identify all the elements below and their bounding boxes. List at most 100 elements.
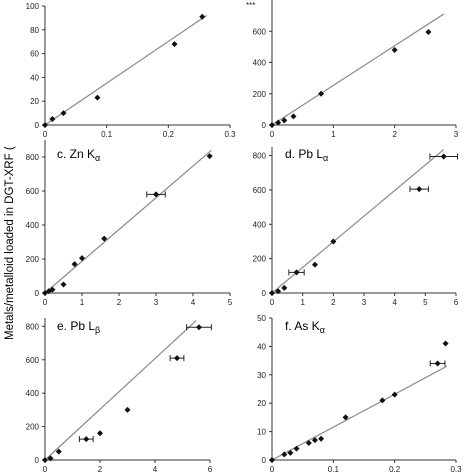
data-point [305,439,312,446]
y-tick-label: 800 [26,153,40,162]
data-point [442,340,449,347]
data-point [97,430,103,437]
y-tick-label: 800 [26,322,40,331]
data-point [440,153,447,160]
x-tick-label: 6 [208,465,213,474]
y-tick-label: 400 [253,220,267,229]
data-point [293,445,300,452]
y-tick-label: 600 [26,187,40,196]
y-tick-label: 10 [257,428,266,437]
panel-title-text: c. Zn K [57,147,95,161]
x-tick-label: 4 [153,465,158,474]
data-point [196,324,202,331]
data-point [101,235,108,242]
x-tick-label: 5 [228,298,233,307]
x-tick-label: 0 [43,465,48,474]
y-tick-label: 0 [262,456,267,465]
data-point [379,397,386,404]
fit-line [271,365,448,461]
data-point [425,29,432,36]
x-tick-label: 3 [454,130,459,139]
x-tick-label: 4 [392,298,397,307]
fit-line [44,15,207,126]
x-tick-label: 0 [270,465,275,474]
y-tick-label: 400 [26,389,40,398]
y-axis-label: Metals/metalloid loaded in DGT-XRF ( [4,146,16,340]
fit-line [44,149,212,294]
data-point [83,436,90,443]
y-tick-label: 200 [253,255,267,264]
data-point [434,360,441,367]
y-tick-label: 100 [26,2,40,11]
panel-title-subscript: α [323,153,328,163]
x-tick-label: 0.2 [163,130,175,139]
x-tick-label: 0 [270,130,275,139]
panel-title: d. Pb Lα [285,147,328,163]
panel-b-top-label: *** [246,1,255,10]
fit-line [271,149,445,294]
panel-title: e. Pb Lβ [57,319,100,335]
y-tick-label: 20 [30,97,39,106]
panel-e: 0 2 4 6 0 200 400 600 800 e. Pb Lβ [26,318,213,474]
y-tick-label: 0 [35,456,40,465]
data-point [47,455,54,462]
x-tick-label: 0.3 [224,130,236,139]
panel-title: c. Zn Kα [57,147,100,163]
y-tick-label: 0 [35,121,40,130]
panel-f: 0 0.1 0.2 0.3 0 10 20 30 40 50 f. As Kα [257,314,462,474]
y-tick-label: 40 [30,73,39,82]
data-point [330,238,337,245]
panel-c: 0 1 2 3 4 5 0 200 400 600 800 c. Zn Kα [26,140,233,307]
fit-line [271,13,445,126]
y-tick-label: 0 [35,289,40,298]
data-point [318,90,325,97]
data-point [199,13,206,20]
data-point [275,288,282,295]
data-point [281,117,288,124]
data-point [318,435,325,442]
x-tick-label: 2 [392,130,397,139]
y-tick-label: 0 [262,121,267,130]
y-tick-label: 200 [26,255,40,264]
data-point [153,191,159,198]
panel-d: 0 1 2 3 4 5 6 0 200 400 600 800 d. Pb Lα [253,147,459,307]
panel-title-text: f. As K [285,319,320,333]
x-tick-label: 3 [154,298,159,307]
data-point [293,269,300,276]
x-tick-label: 0.1 [328,465,340,474]
x-tick-label: 0 [43,130,48,139]
panel-title-text: e. Pb L [57,319,95,333]
fit-line [44,320,197,461]
data-point [55,448,62,455]
x-tick-label: 2 [331,298,336,307]
x-tick-label: 1 [300,298,305,307]
y-tick-label: 400 [253,59,267,68]
y-tick-label: 20 [257,399,266,408]
data-point [174,355,180,362]
y-tick-label: 30 [257,371,266,380]
x-tick-label: 5 [423,298,428,307]
data-point [42,457,48,463]
data-point [342,414,349,421]
y-tick-label: 200 [253,90,267,99]
x-tick-label: 1 [80,298,85,307]
data-point [269,457,275,463]
panel-title-text: d. Pb L [285,147,323,161]
x-tick-label: 4 [191,298,196,307]
data-point [391,47,398,53]
data-point [79,255,85,262]
y-tick-label: 200 [26,423,40,432]
y-tick-label: 600 [26,356,40,365]
data-point [171,41,178,48]
data-point [290,113,297,120]
data-point [275,119,282,126]
x-tick-label: 0.2 [389,465,401,474]
y-tick-label: 40 [257,342,266,351]
panel-title-subscript: α [320,325,325,335]
data-point [94,94,101,101]
x-tick-label: 0.3 [450,465,462,474]
data-point [269,122,275,128]
x-tick-label: 6 [454,298,459,307]
x-tick-label: 2 [117,298,122,307]
